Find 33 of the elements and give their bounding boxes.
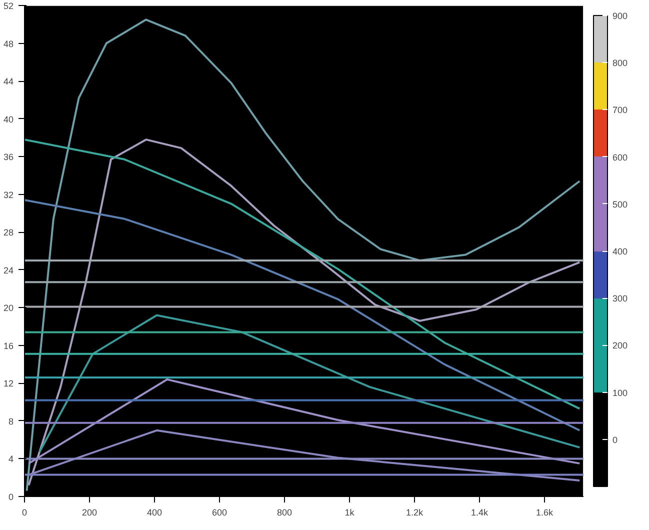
color-bar-label: 600 bbox=[612, 152, 628, 162]
y-tick-label: 48 bbox=[3, 38, 14, 49]
x-tick-label: 1.4k bbox=[470, 508, 489, 518]
color-bar-label: 200 bbox=[612, 340, 628, 351]
color-bar-label: 500 bbox=[612, 199, 628, 210]
y-tick-label: 36 bbox=[3, 152, 14, 162]
y-tick-label: 4 bbox=[8, 454, 14, 464]
y-tick-label: 40 bbox=[3, 114, 14, 124]
color-bar-label: 700 bbox=[612, 105, 628, 116]
color-bar-label: 300 bbox=[612, 294, 628, 304]
x-tick-label: 1.6k bbox=[536, 508, 554, 518]
x-tick-label: 1k bbox=[344, 508, 355, 518]
y-tick-label: 12 bbox=[3, 378, 14, 389]
y-tick-label: 8 bbox=[8, 416, 14, 426]
color-bar-label: 0 bbox=[612, 434, 618, 445]
y-tick-label: 16 bbox=[3, 340, 14, 351]
x-tick-label: 1.2k bbox=[406, 508, 424, 518]
color-bar-label: 800 bbox=[612, 58, 628, 68]
x-tick-label: 200 bbox=[82, 508, 98, 518]
y-tick-label: 24 bbox=[3, 265, 14, 276]
x-tick-label: 800 bbox=[276, 508, 292, 518]
color-bar-label: 400 bbox=[612, 246, 628, 256]
y-tick-label: 20 bbox=[3, 303, 14, 314]
color-bar-label: 900 bbox=[612, 11, 628, 21]
y-tick-label: 0 bbox=[8, 492, 14, 502]
color-bar-label: 100 bbox=[612, 388, 628, 398]
x-tick-label: 400 bbox=[146, 508, 162, 518]
y-tick-label: 52 bbox=[3, 1, 14, 11]
y-tick-label: 44 bbox=[3, 76, 14, 87]
y-tick-label: 28 bbox=[3, 228, 14, 238]
y-tick-label: 32 bbox=[3, 190, 14, 200]
x-tick-label: 600 bbox=[212, 508, 228, 518]
x-tick-label: 0 bbox=[22, 508, 28, 518]
